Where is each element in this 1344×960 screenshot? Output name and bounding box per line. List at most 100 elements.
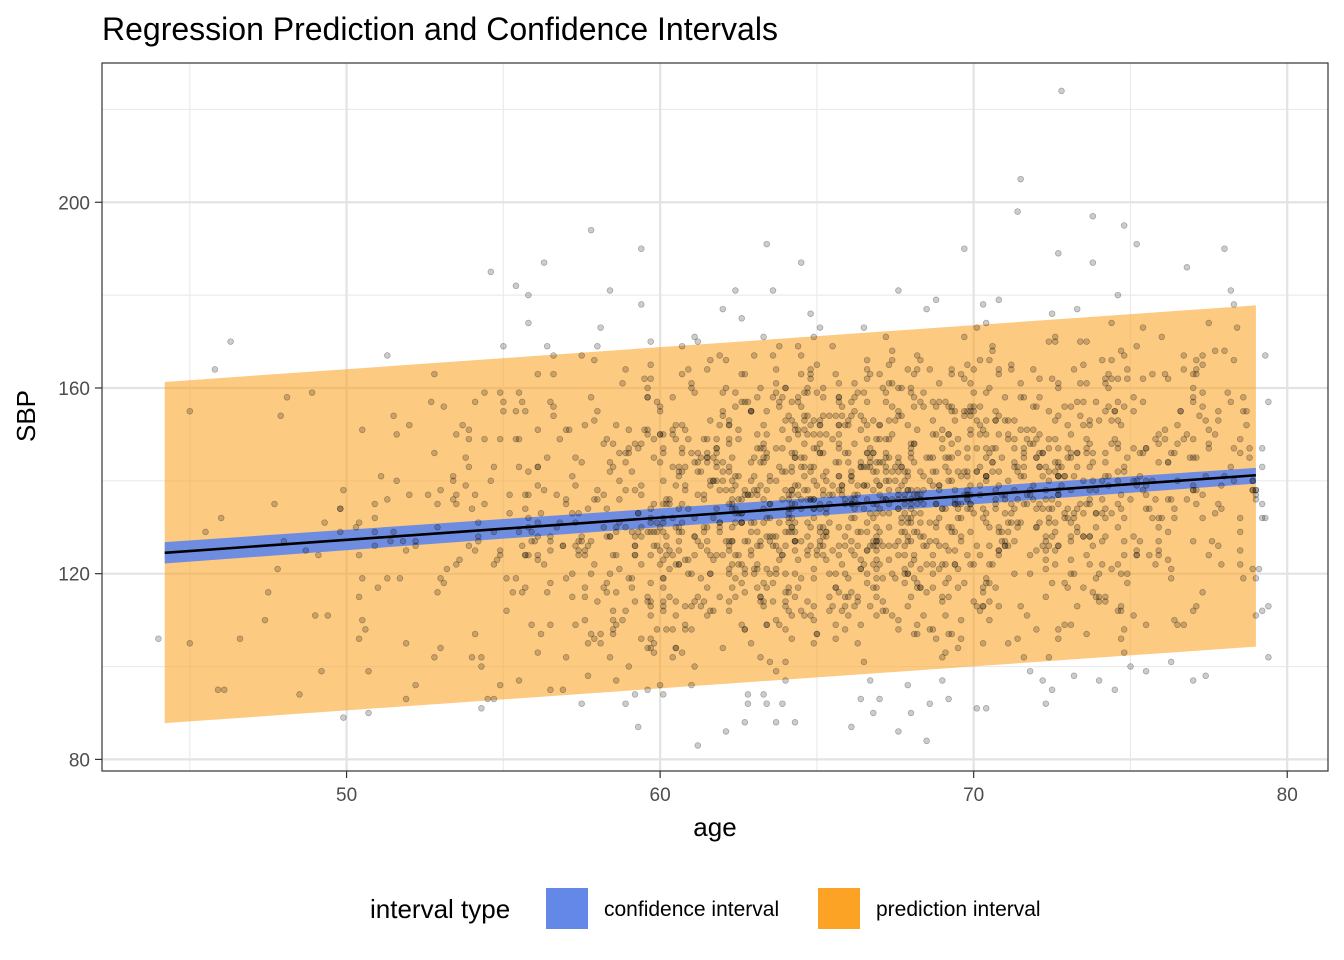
data-point [1014,468,1021,475]
data-point [779,496,786,503]
data-point [1039,449,1046,457]
data-point [1221,245,1228,252]
data-point [550,412,557,420]
data-point [678,519,686,526]
data-point [424,491,432,499]
data-point [1117,505,1125,512]
data-point [622,459,629,466]
data-point [1130,612,1137,619]
data-point [1095,593,1103,601]
data-point [638,561,645,568]
data-point [957,533,965,540]
data-point [1020,449,1028,457]
data-point [732,519,739,526]
data-point [227,338,234,345]
data-point [1236,435,1244,443]
data-point [1130,445,1137,452]
data-point [826,491,833,499]
data-point [1114,398,1122,406]
data-point [832,412,839,420]
data-point [823,556,830,564]
data-point [1133,342,1140,350]
data-point [744,491,752,499]
data-point [1114,440,1122,447]
data-point [1255,565,1263,573]
data-point [826,570,833,577]
data-point [788,635,796,642]
data-point [888,356,896,364]
data-point [766,514,774,522]
data-point [920,500,927,508]
legend: interval type confidence interval predict… [370,888,1041,929]
data-point [785,510,792,517]
data-point [951,486,959,494]
data-point [945,593,952,601]
data-point [660,431,667,438]
data-point [819,542,827,550]
data-point [785,491,792,499]
data-point [1042,533,1050,540]
data-point [863,449,871,457]
data-point [600,524,607,531]
data-point [606,570,614,577]
data-point [942,398,949,406]
data-point [763,486,770,494]
data-point [998,454,1006,461]
data-point [935,486,943,494]
data-point [540,486,548,494]
data-point [694,742,702,749]
data-point [772,616,780,624]
data-point [713,477,720,485]
data-point [967,412,974,420]
data-point [854,528,861,536]
data-point [669,654,676,661]
data-point [929,431,937,438]
data-point [982,519,990,526]
data-point [782,598,789,605]
data-point [744,491,752,499]
data-point [769,352,777,359]
data-point [283,394,291,401]
data-point [772,380,780,387]
data-point [691,663,698,670]
data-point [992,407,999,415]
data-point [634,528,642,536]
data-point [929,626,937,633]
data-point [992,584,999,591]
data-point [716,593,723,601]
data-point [845,612,852,619]
data-point [967,561,974,568]
data-point [939,445,946,452]
data-point [1177,407,1184,415]
data-point [766,477,774,485]
data-point [873,556,880,564]
data-point [772,719,780,726]
data-point [591,356,598,364]
data-point [1045,514,1053,522]
data-point [760,445,767,452]
data-point [1095,570,1103,577]
data-point [819,551,827,559]
data-point [622,486,629,494]
data-point [970,598,977,605]
data-point [848,723,855,731]
data-point [973,542,981,550]
data-point [691,533,698,540]
data-point [961,375,968,382]
data-point [779,700,786,707]
data-point [754,561,761,568]
data-point [851,514,858,522]
data-point [1030,440,1037,447]
data-point [970,561,977,568]
data-point [967,528,974,536]
data-point [804,384,811,392]
data-point [340,486,347,494]
data-point [471,491,479,499]
data-point [907,709,915,717]
data-point [810,565,818,573]
data-point [794,431,802,438]
data-point [876,537,883,545]
data-point [763,621,770,629]
data-point [186,640,194,647]
data-point [556,435,564,443]
